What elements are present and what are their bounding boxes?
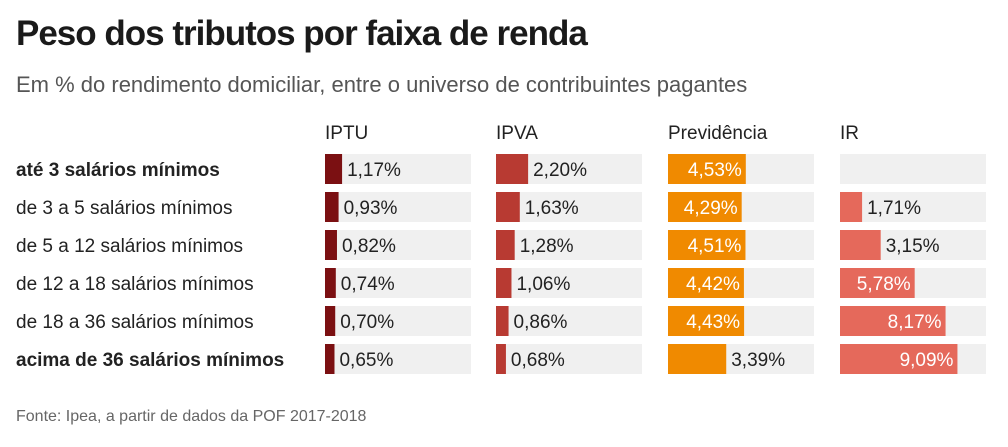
bar-background [325, 344, 471, 374]
bar [840, 192, 863, 222]
data-label: 4,53% [688, 160, 742, 181]
bar [840, 230, 881, 260]
bar [325, 306, 336, 336]
bar-background [496, 344, 642, 374]
chart-title: Peso dos tributos por faixa de renda [16, 14, 588, 53]
category-label: de 12 a 18 salários mínimos [16, 274, 254, 295]
bar [668, 192, 742, 222]
bar [668, 154, 746, 184]
bar [496, 268, 512, 298]
bar-background [325, 154, 471, 184]
data-label: 4,42% [686, 274, 740, 295]
bar [496, 154, 529, 184]
category-label: de 3 a 5 salários mínimos [16, 198, 233, 219]
data-label: 9,09% [900, 350, 954, 371]
data-label: 1,17% [347, 160, 401, 181]
bar [840, 344, 958, 374]
series-header: IR [840, 123, 859, 144]
data-label: 4,43% [686, 312, 740, 333]
bar [668, 306, 745, 336]
bar-background [496, 306, 642, 336]
data-label: 2,20% [533, 160, 587, 181]
category-label: até 3 salários mínimos [16, 160, 220, 181]
bar-background [325, 268, 471, 298]
series-header: IPTU [325, 123, 368, 144]
data-label: 1,28% [520, 236, 574, 257]
bar [325, 344, 335, 374]
category-label: de 5 a 12 salários mínimos [16, 236, 243, 257]
series-header: IPVA [496, 123, 538, 144]
data-label: 0,70% [340, 312, 394, 333]
chart-subtitle: Em % do rendimento domiciliar, entre o u… [16, 72, 748, 97]
data-label: 8,17% [888, 312, 942, 333]
data-label: 3,39% [731, 350, 785, 371]
data-label: 0,82% [342, 236, 396, 257]
bar-background [325, 230, 471, 260]
data-label: 1,63% [525, 198, 579, 219]
bar [496, 192, 520, 222]
data-label: 0,74% [341, 274, 395, 295]
bar [325, 154, 343, 184]
bar-background [840, 192, 986, 222]
data-label: 1,06% [516, 274, 570, 295]
bar [325, 192, 339, 222]
bar-background [325, 306, 471, 336]
bar [840, 268, 915, 298]
bar [496, 306, 509, 336]
bar [325, 230, 337, 260]
bar [668, 268, 744, 298]
bar-background [496, 230, 642, 260]
data-label: 0,65% [339, 350, 393, 371]
category-label: de 18 a 36 salários mínimos [16, 312, 254, 333]
data-label: 0,86% [514, 312, 568, 333]
data-label: 5,78% [857, 274, 911, 295]
series-header: Previdência [668, 123, 768, 144]
bar [325, 268, 336, 298]
data-label: 4,51% [688, 236, 742, 257]
bar [668, 230, 746, 260]
bar-background [325, 192, 471, 222]
source-note: Fonte: Ipea, a partir de dados da POF 20… [16, 408, 367, 425]
data-label: 4,29% [684, 198, 738, 219]
bar-background [840, 154, 986, 184]
bar [496, 230, 515, 260]
data-label: 3,15% [886, 236, 940, 257]
bar-background [496, 268, 642, 298]
category-label: acima de 36 salários mínimos [16, 350, 284, 371]
bar [496, 344, 506, 374]
data-label: 0,93% [344, 198, 398, 219]
data-label: 1,71% [867, 198, 921, 219]
bar-background [496, 192, 642, 222]
bar [668, 344, 727, 374]
bar-chart: até 3 salários mínimos de 3 a 5 salários … [16, 123, 986, 374]
data-label: 0,68% [511, 350, 565, 371]
bar [840, 306, 946, 336]
